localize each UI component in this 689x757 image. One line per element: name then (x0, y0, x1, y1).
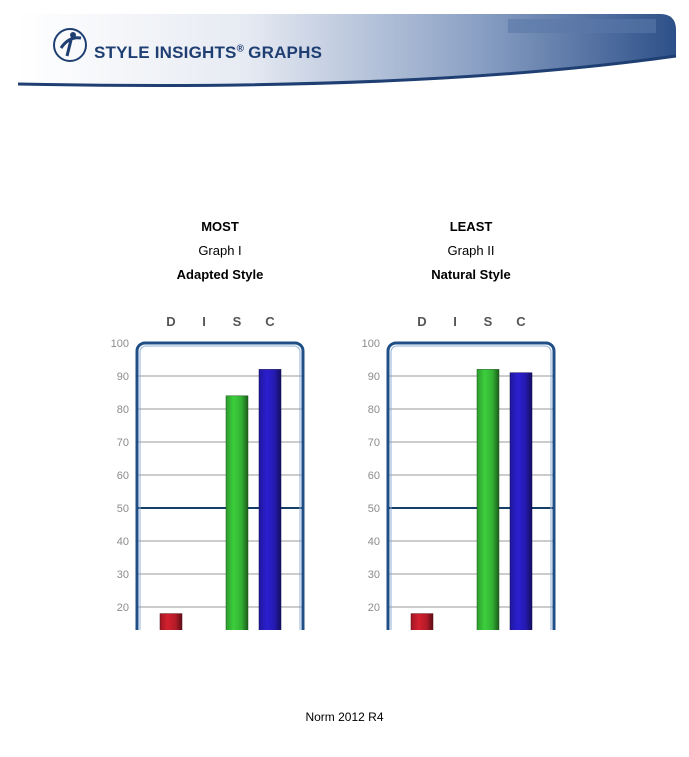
y-tick-label: 100 (111, 338, 129, 350)
bar-d (410, 613, 434, 630)
graph-subtitle: Graph I (198, 243, 242, 258)
graph-style-label: Natural Style (431, 267, 511, 282)
style-insights-logo-icon (53, 28, 87, 62)
y-tick-label: 80 (117, 404, 129, 416)
norm-label: Norm 2012 R4 (305, 710, 384, 724)
disc-bar-chart: 0102030405060708090100D18I7S84C92% (111, 314, 305, 630)
category-label: I (453, 314, 457, 329)
chart-frame-inner (390, 345, 552, 630)
y-tick-label: 60 (368, 470, 380, 482)
category-label: C (516, 314, 526, 329)
y-tick-label: 30 (117, 569, 129, 581)
graph-most: MOST Graph I Adapted Style 0102030405060… (95, 210, 345, 630)
category-label: C (265, 314, 275, 329)
y-tick-label: 20 (117, 602, 129, 614)
y-tick-label: 80 (368, 404, 380, 416)
header-redaction-bar (508, 19, 656, 33)
graph-style-label: Adapted Style (176, 267, 264, 282)
graph-subtitle: Graph II (447, 243, 495, 258)
y-tick-label: 90 (117, 371, 129, 383)
y-tick-label: 50 (368, 503, 380, 515)
header-banner (17, 14, 677, 87)
page-title: STYLE INSIGHTS® GRAPHS (94, 43, 323, 62)
category-label: S (233, 314, 242, 329)
chart-frame (386, 341, 556, 630)
bar-c (509, 372, 533, 630)
y-tick-label: 60 (117, 470, 129, 482)
y-tick-label: 70 (368, 437, 380, 449)
y-tick-label: 30 (368, 569, 380, 581)
y-tick-label: 40 (368, 536, 380, 548)
disc-bar-chart: 0102030405060708090100D18I12S92C91% (362, 314, 556, 630)
bar-d (159, 613, 183, 630)
y-tick-label: 90 (368, 371, 380, 383)
category-label: D (417, 314, 426, 329)
category-label: I (202, 314, 206, 329)
bar-c (258, 369, 282, 630)
chart-frame (135, 341, 305, 630)
bar-s (225, 395, 249, 630)
chart-frame-inner (139, 345, 301, 630)
graph-least: LEAST Graph II Natural Style 01020304050… (346, 210, 596, 630)
y-tick-label: 100 (362, 338, 380, 350)
category-label: D (166, 314, 175, 329)
graph-title: MOST (201, 219, 239, 234)
y-tick-label: 70 (117, 437, 129, 449)
y-tick-label: 50 (117, 503, 129, 515)
y-tick-label: 20 (368, 602, 380, 614)
bar-s (476, 369, 500, 630)
category-label: S (484, 314, 493, 329)
y-tick-label: 40 (117, 536, 129, 548)
graph-title: LEAST (449, 219, 493, 234)
report-header: STYLE INSIGHTS® GRAPHS (0, 0, 689, 100)
